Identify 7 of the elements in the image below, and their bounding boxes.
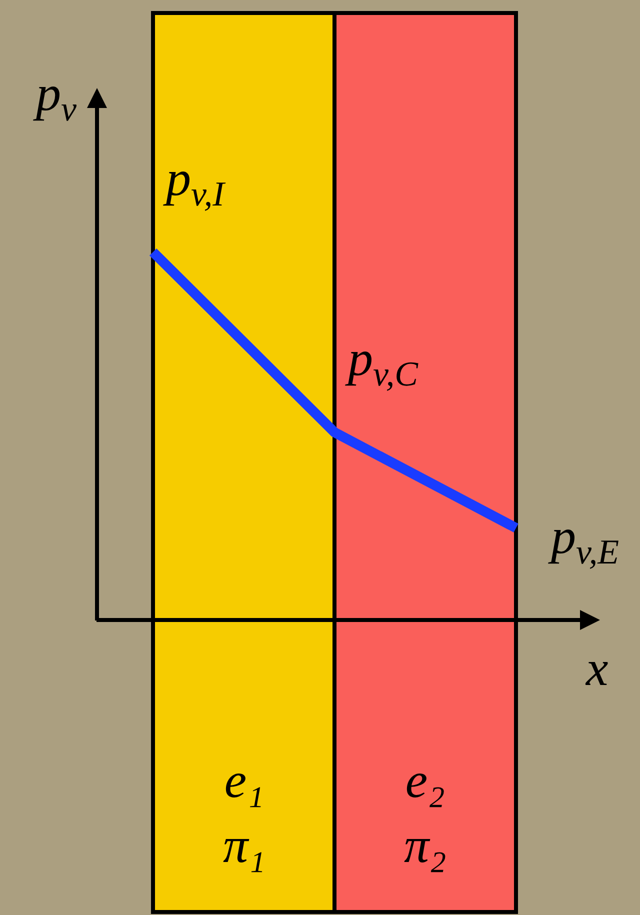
band-label: e₁ π₁ bbox=[223, 752, 266, 873]
x-tick-label: p$_{v,I}$ bbox=[163, 150, 227, 214]
y-axis-title: p$_{v}$ bbox=[33, 65, 77, 128]
x-tick-label: p$_{v,E}$ bbox=[548, 508, 620, 572]
x-tick-label: p$_{v,C}$ bbox=[345, 330, 419, 394]
x-axis-title: x bbox=[585, 640, 608, 696]
band-label: e₂ π₂ bbox=[404, 752, 446, 873]
